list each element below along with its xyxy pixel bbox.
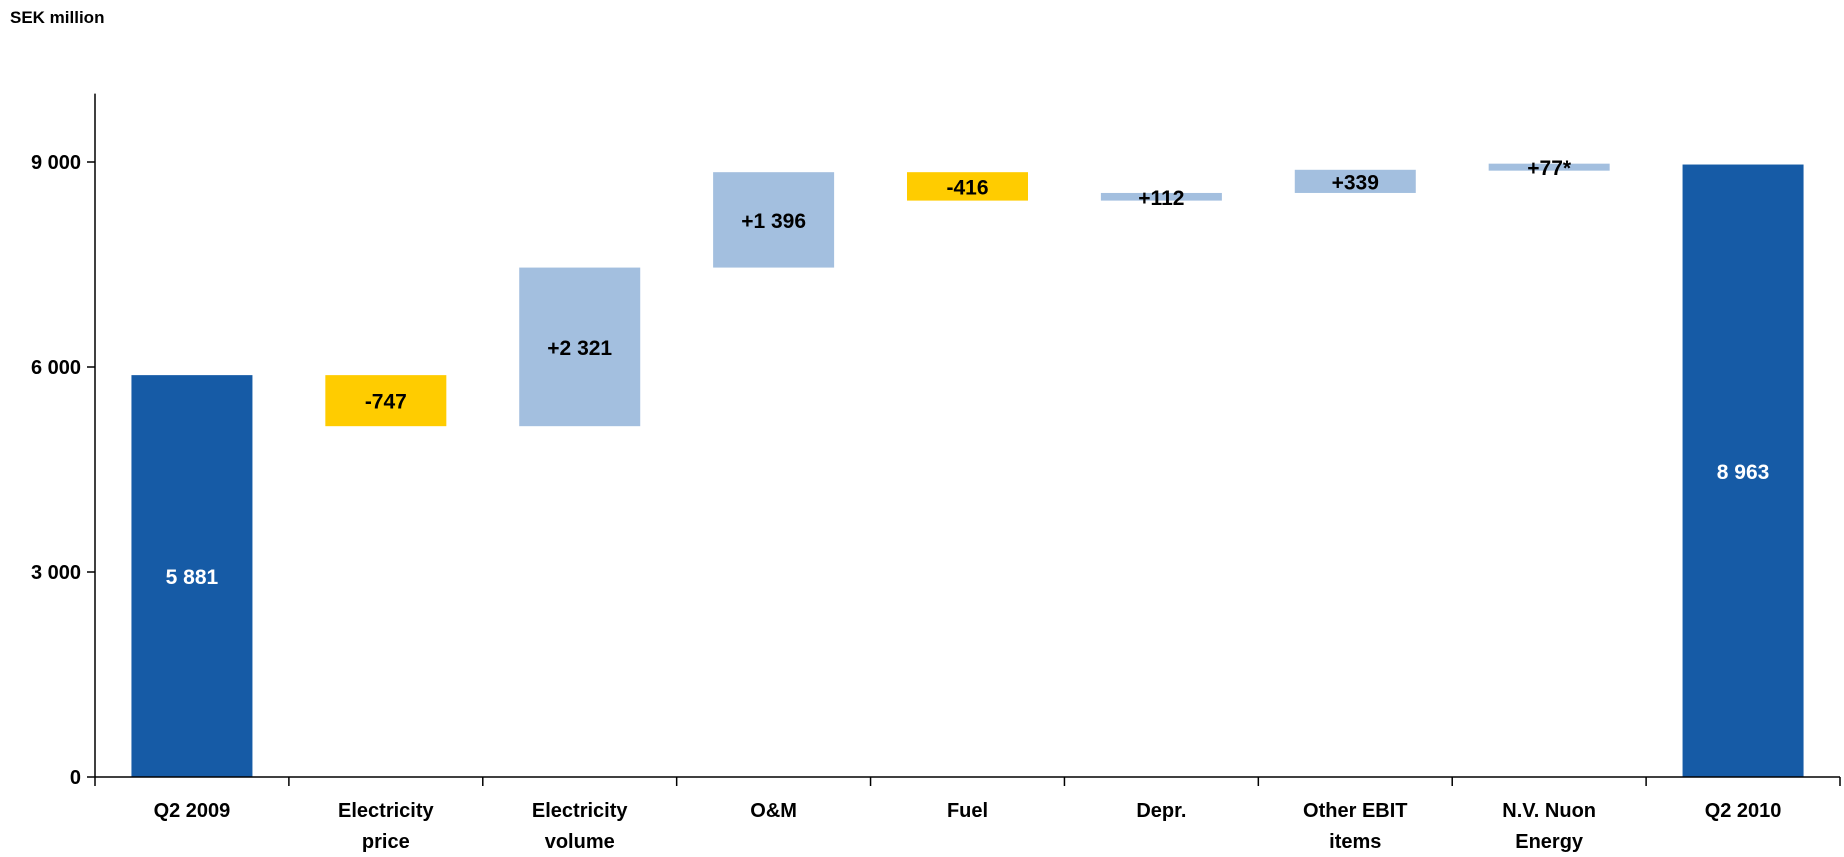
y-tick-label-6000: 6 000 [31,357,81,379]
x-tick-label-9: Q2 2010 [1705,800,1782,822]
bars-group [131,164,1803,777]
x-tick-label-line: Electricity [532,800,628,822]
x-tick-label-1: Q2 2009 [154,800,231,822]
x-tick-label-line: price [362,831,410,853]
data-label-1: 5 881 [166,566,219,589]
x-tick-label-line: N.V. Nuon [1502,800,1596,822]
y-tick-label-0: 0 [70,767,81,789]
x-tick-label-3: Electricity volume [532,800,628,853]
data-label-5: -416 [946,176,988,199]
x-tick-label-6: Depr. [1136,800,1186,822]
x-tick-label-line: Energy [1515,831,1584,853]
x-tick-label-4: O&M [750,800,797,822]
x-tick-label-line: O&M [750,800,797,822]
x-tick-label-line: Electricity [338,800,434,822]
data-label-9: 8 963 [1717,461,1770,484]
y-tick-label-9000: 9 000 [31,152,81,174]
data-label-2: -747 [365,391,407,414]
data-label-8: +77* [1527,157,1572,180]
y-tick-label-3000: 3 000 [31,562,81,584]
labels-group: 5 881 -747 +2 321 +1 396 -416 +112 +339 +77* 8 9… [31,152,1781,853]
x-tick-label-line: Fuel [947,800,988,822]
x-tick-label-8: N.V. Nuon Energy [1502,800,1596,853]
x-tick-label-line: Q2 2009 [154,800,231,822]
x-tick-label-line: Depr. [1136,800,1186,822]
x-tick-label-line: Q2 2010 [1705,800,1782,822]
x-tick-label-line: Other EBIT [1303,800,1407,822]
x-tick-label-5: Fuel [947,800,988,822]
x-tick-label-line: volume [545,831,615,853]
x-tick-label-2: Electricity price [338,800,434,853]
data-label-6: +112 [1138,187,1184,210]
data-label-4: +1 396 [741,210,806,233]
data-label-7: +339 [1332,171,1379,194]
x-tick-label-7: Other EBIT items [1303,800,1407,853]
x-tick-label-line: items [1329,831,1381,853]
data-label-3: +2 321 [547,337,612,360]
